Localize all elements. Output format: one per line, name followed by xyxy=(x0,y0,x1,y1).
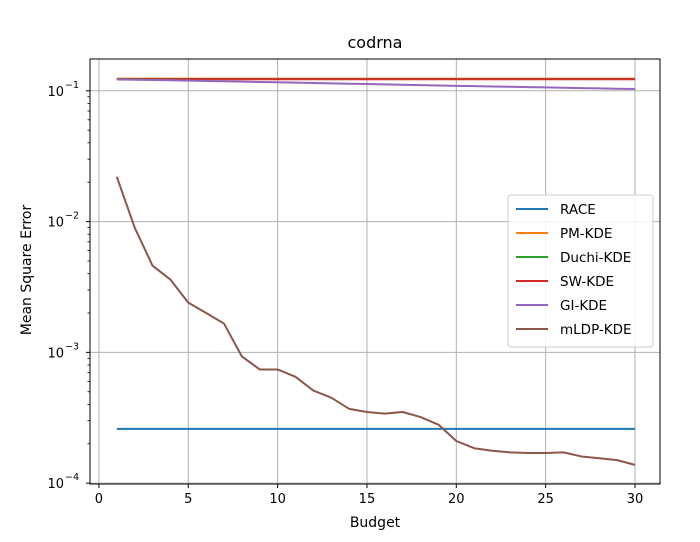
x-tick-label: 5 xyxy=(184,492,192,507)
chart-title: codrna xyxy=(348,33,403,52)
x-tick-label: 25 xyxy=(537,492,554,507)
y-tick-label: 10 xyxy=(47,346,64,361)
y-tick-exponent: −4 xyxy=(65,472,79,483)
series-line-mldp-kde xyxy=(115,176,636,466)
legend-label: Duchi-KDE xyxy=(560,250,631,266)
x-tick-label: 0 xyxy=(95,492,103,507)
plot-frame xyxy=(89,58,661,485)
x-tick-label: 10 xyxy=(269,492,286,507)
y-tick-label: 10 xyxy=(47,477,64,492)
x-tick-label: 15 xyxy=(359,492,376,507)
legend-label: RACE xyxy=(560,202,596,218)
x-tick-label: 20 xyxy=(448,492,465,507)
legend-label: mLDP-KDE xyxy=(560,322,632,338)
series-lines xyxy=(115,77,636,466)
y-tick-label: 10 xyxy=(47,216,64,231)
x-axis-title: Budget xyxy=(350,515,401,531)
legend-label: PM-KDE xyxy=(560,226,612,242)
legend-label: GI-KDE xyxy=(560,298,607,314)
legend-label: SW-KDE xyxy=(560,274,614,290)
y-tick-exponent: −3 xyxy=(65,341,79,352)
y-tick-exponent: −2 xyxy=(65,211,79,222)
x-tick-label: 30 xyxy=(627,492,644,507)
legend: RACE PM-KDE Duchi-KDE SW-KDE GI-KDE mLDP-KDE xyxy=(507,194,654,348)
y-tick-label: 10 xyxy=(47,85,64,100)
series-line-gi-kde xyxy=(116,78,635,91)
y-axis-title: Mean Square Error xyxy=(19,205,35,336)
y-tick-exponent: −1 xyxy=(65,80,79,91)
